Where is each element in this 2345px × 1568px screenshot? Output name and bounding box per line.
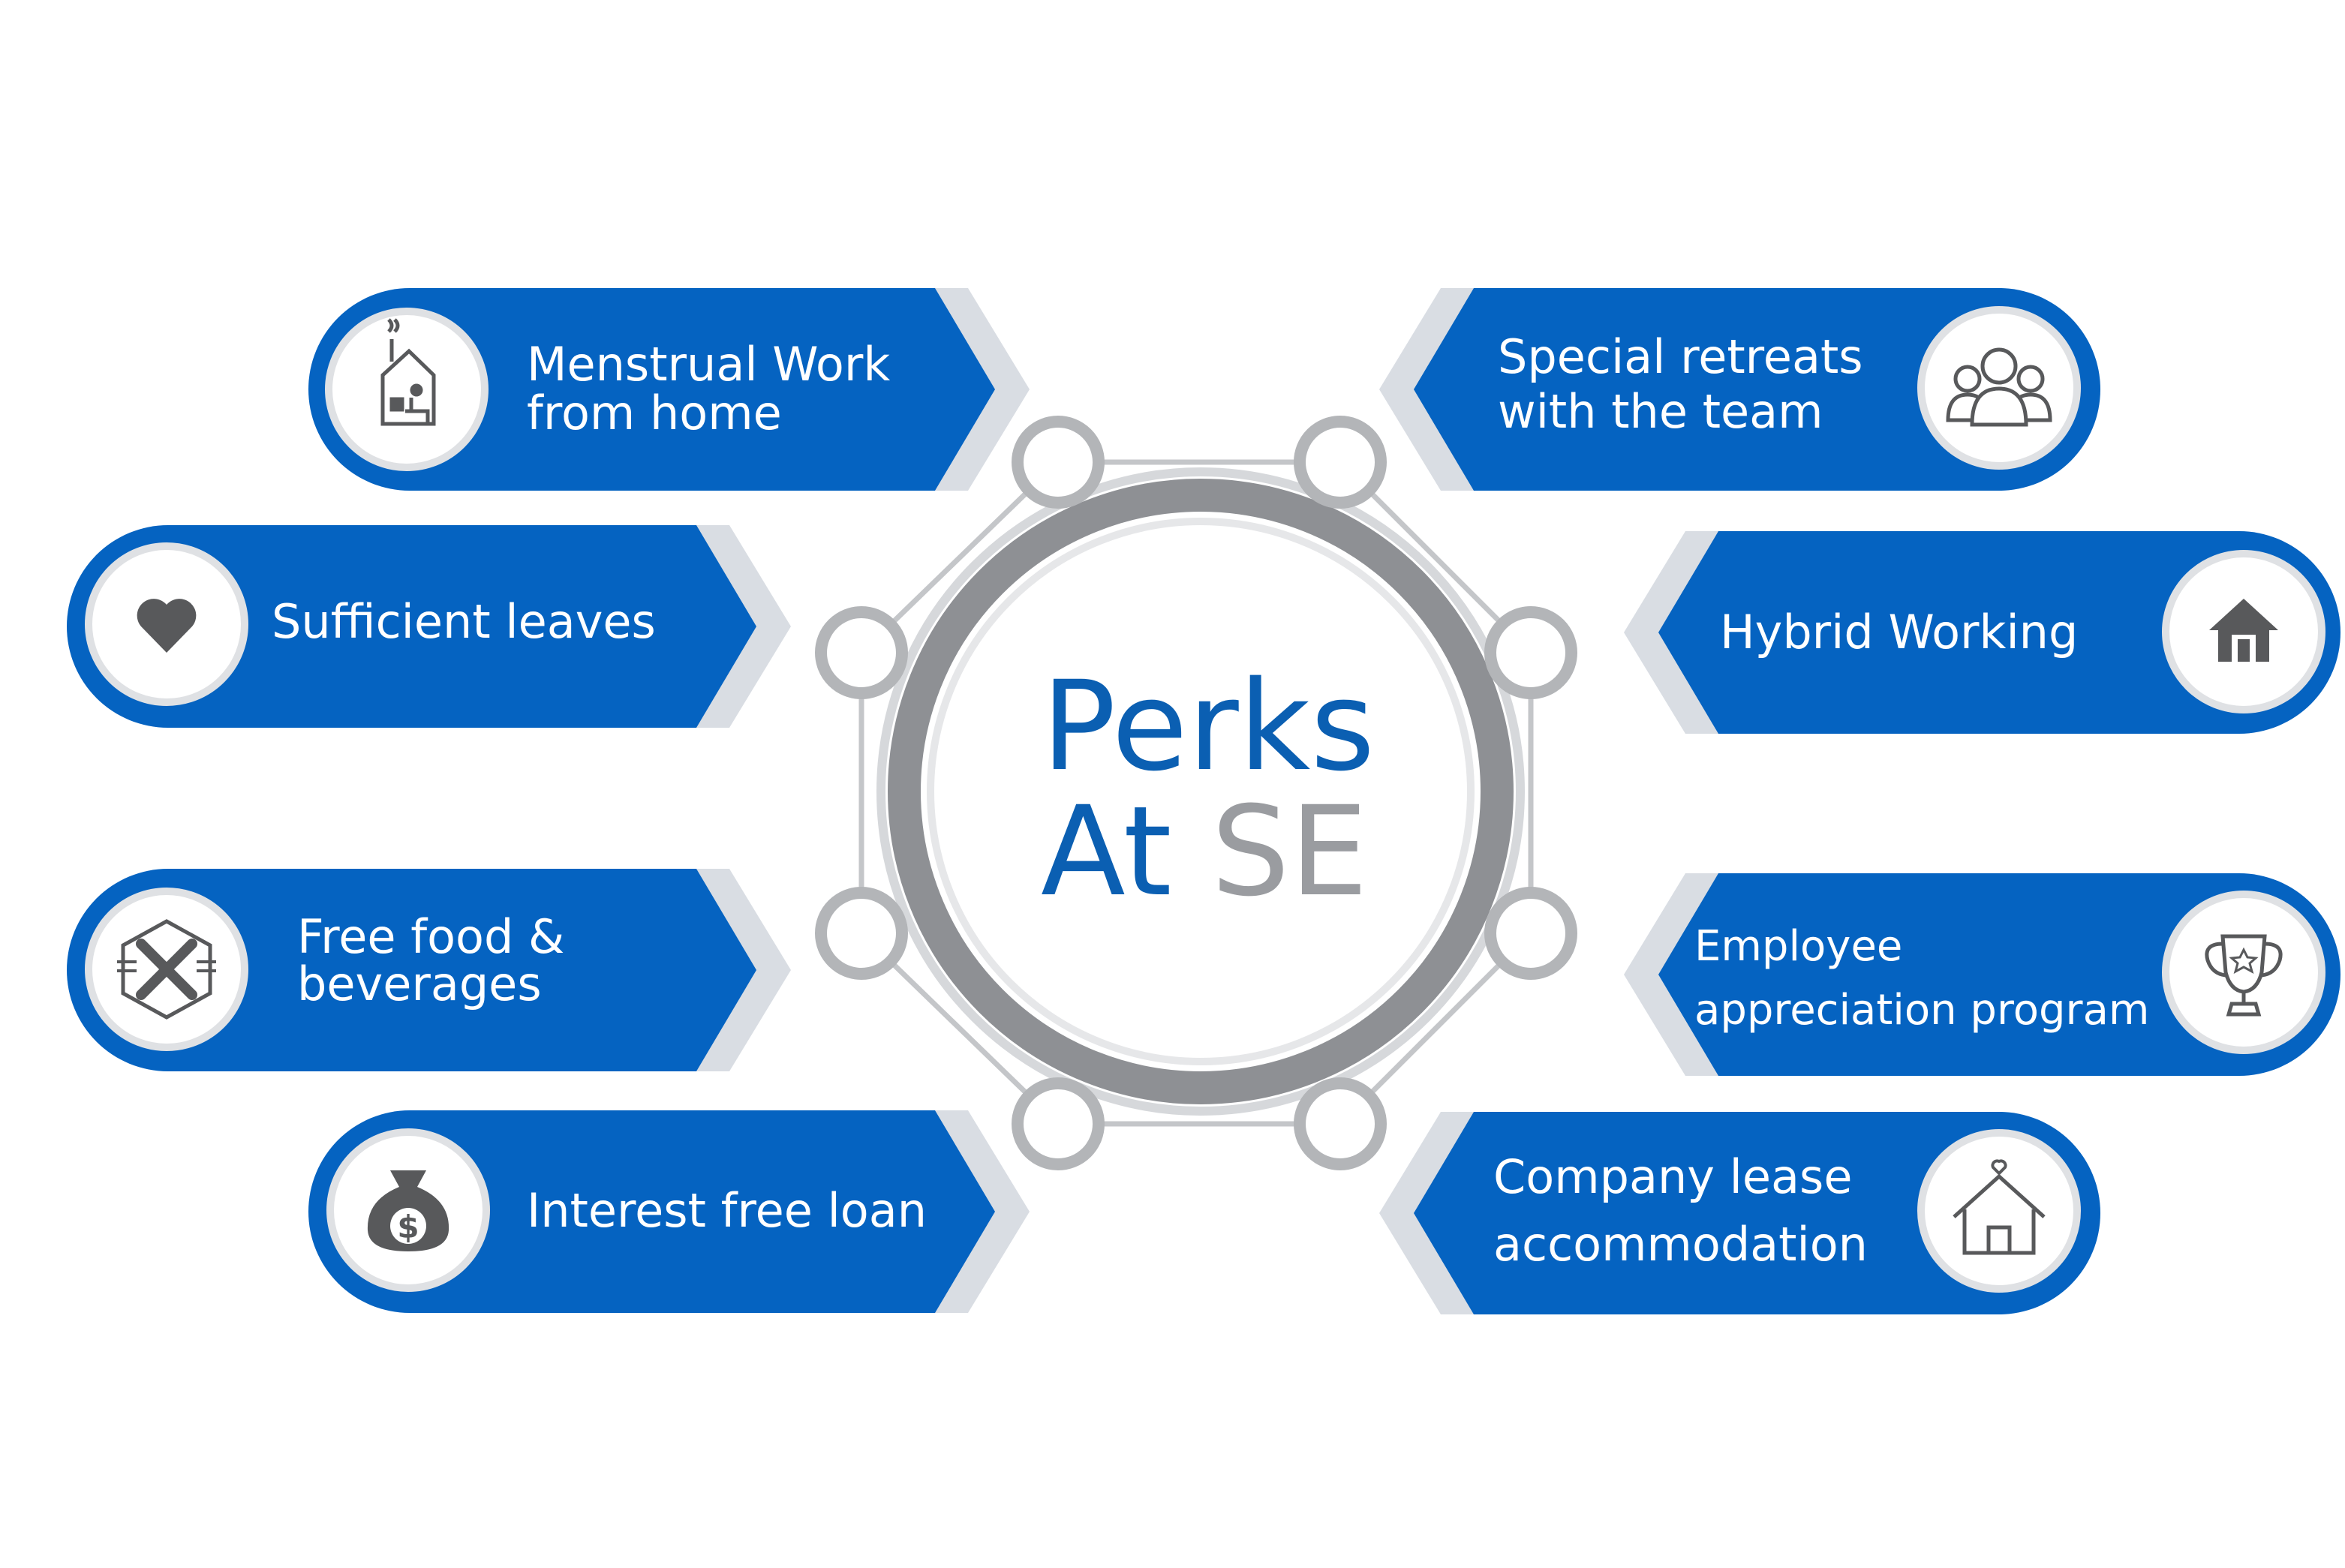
card-label: beverages [297, 957, 542, 1011]
hub-node [1294, 416, 1387, 509]
perk-card-menstrual-wfh: Menstrual Work from home [308, 288, 1030, 491]
card-label: Sufficient leaves [272, 594, 656, 649]
svg-text:$: $ [397, 1209, 419, 1245]
hub-node [815, 887, 908, 980]
card-label: accommodation [1493, 1217, 1868, 1272]
house-heart-icon [1953, 1159, 2046, 1255]
icon-badge [1917, 1129, 2081, 1293]
card-body [308, 288, 995, 491]
home-office-icon [380, 318, 436, 426]
hub-node [1012, 1077, 1105, 1170]
hub-node [1012, 416, 1105, 509]
card-body [67, 525, 756, 728]
hub-title-line2: At SE [1041, 779, 1368, 924]
card-label: appreciation program [1694, 986, 2149, 1035]
hub-title-line1: Perks [1042, 654, 1375, 798]
card-label: Employee [1694, 922, 1902, 971]
hub-node [1484, 606, 1577, 699]
hub-title-se: SE [1211, 779, 1368, 924]
card-label: Free food & [297, 909, 564, 964]
card-label: Menstrual Work [527, 337, 890, 392]
icon-badge [325, 308, 489, 471]
perk-card-sufficient-leaves: Sufficient leaves [67, 525, 791, 728]
card-label: from home [527, 386, 782, 440]
perk-card-employee-appreciation: Employee appreciation program [1624, 873, 2340, 1076]
perk-card-special-retreats: Special retreats with the team [1379, 288, 2100, 491]
card-body [1658, 873, 2340, 1076]
trophy-icon [2205, 934, 2283, 1017]
card-label: Special retreats [1498, 329, 1863, 384]
card-body [1658, 531, 2340, 734]
hub-outer-ring [876, 467, 1525, 1116]
card-body [1414, 288, 2100, 491]
perk-card-free-food: Free food & beverages [67, 869, 791, 1071]
team-icon [1946, 347, 2052, 427]
hub-main-ring [888, 479, 1514, 1104]
card-label: Company lease [1493, 1149, 1852, 1204]
hub-node [1294, 1077, 1387, 1170]
hub-title-at: At [1041, 779, 1211, 924]
card-body [1414, 1112, 2100, 1314]
icon-badge [2162, 891, 2325, 1054]
money-bag-icon: $ [367, 1170, 449, 1251]
perk-card-hybrid-working: Hybrid Working [1624, 531, 2340, 734]
hub-node [1484, 887, 1577, 980]
card-body [67, 869, 756, 1071]
perk-card-interest-free-loan: $ Interest free loan [308, 1110, 1030, 1313]
fork-knife-icon [117, 919, 216, 1020]
house-icon [2209, 599, 2278, 662]
card-label: Interest free loan [527, 1183, 927, 1238]
card-body [308, 1110, 995, 1313]
hub-inner-ring [927, 518, 1475, 1065]
hub-nodes [815, 416, 1577, 1170]
perk-card-company-lease: Company lease accommodation [1379, 1112, 2100, 1314]
hub-node [815, 606, 908, 699]
heart-icon [137, 599, 197, 653]
card-label: with the team [1498, 384, 1823, 439]
card-label: Hybrid Working [1720, 605, 2078, 659]
central-hub: Perks At SE [815, 416, 1577, 1170]
